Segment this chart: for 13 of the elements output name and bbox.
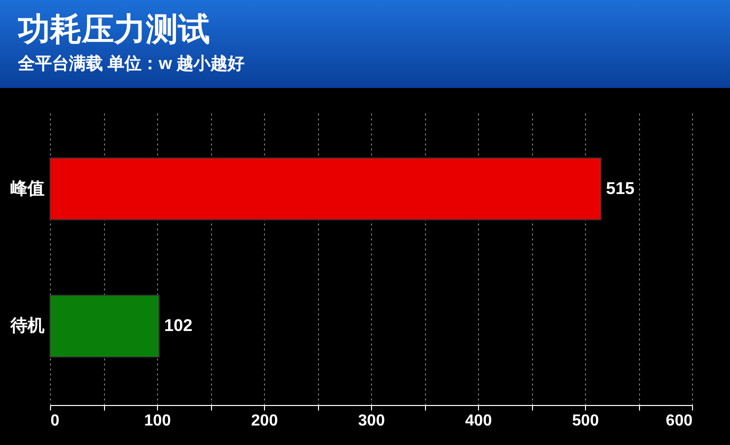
chart-title: 功耗压力测试 bbox=[18, 10, 211, 48]
chart-subtitle: 全平台满载 单位：w 越小越好 bbox=[18, 53, 246, 75]
data-label: 515 bbox=[606, 178, 634, 198]
x-tick-label: 200 bbox=[251, 412, 278, 430]
x-tick-label: 600 bbox=[666, 412, 693, 430]
data-label: 102 bbox=[164, 316, 193, 336]
y-tick-label: 待机 bbox=[10, 316, 44, 336]
x-tick-label: 300 bbox=[358, 412, 385, 430]
x-tick-label: 400 bbox=[465, 412, 492, 430]
x-tick-label: 500 bbox=[572, 412, 599, 430]
x-tick-label: 0 bbox=[50, 412, 60, 430]
x-tick-label: 100 bbox=[144, 412, 171, 430]
y-tick-label: 峰值 bbox=[10, 178, 44, 198]
